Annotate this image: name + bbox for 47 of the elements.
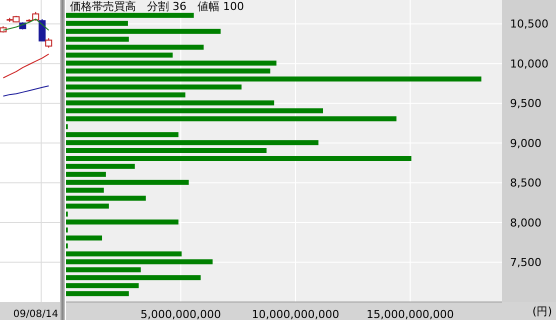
bar xyxy=(66,180,189,185)
bar xyxy=(66,267,141,272)
y-tick-label: 9,000 xyxy=(510,136,542,150)
chart-title: 価格帯売買高 分割 36 値幅 100 xyxy=(70,0,244,14)
bar xyxy=(66,132,178,138)
y-tick-label: 8,500 xyxy=(510,176,542,190)
bar xyxy=(66,275,201,280)
bar xyxy=(66,92,186,98)
candlestick xyxy=(45,38,52,48)
bar xyxy=(66,20,128,26)
y-tick-label: 8,000 xyxy=(510,216,542,230)
x-tick-label: 5,000,000,000 xyxy=(140,308,221,320)
bar xyxy=(66,100,274,106)
bar xyxy=(66,172,106,177)
x-tick-label: 10,000,000,000 xyxy=(252,308,340,320)
bar xyxy=(66,164,135,169)
bar xyxy=(66,84,242,90)
x-axis-title: (円) xyxy=(532,304,552,319)
y-tick-label: 10,500 xyxy=(510,18,548,31)
candlestick xyxy=(38,18,46,42)
bar xyxy=(66,12,194,18)
bar xyxy=(66,68,270,74)
bar xyxy=(66,188,104,193)
bar xyxy=(66,60,276,66)
y-tick-label: 10,000 xyxy=(510,57,548,70)
x-tick-label: 09/08/14 xyxy=(13,309,58,320)
bar xyxy=(66,44,204,50)
bar xyxy=(66,140,318,146)
y-tick-label: 9,500 xyxy=(510,97,542,110)
bar xyxy=(66,76,482,82)
bar xyxy=(66,108,324,114)
bar xyxy=(66,283,139,288)
bar xyxy=(66,28,221,34)
bar xyxy=(66,52,173,58)
y-tick-label: 7,500 xyxy=(510,256,542,270)
bar xyxy=(66,235,102,240)
bar xyxy=(66,259,213,264)
bar xyxy=(66,148,267,154)
bar xyxy=(66,291,129,296)
bar xyxy=(66,116,396,122)
bar xyxy=(66,36,129,42)
bar xyxy=(66,204,109,209)
bar xyxy=(66,251,182,256)
bar xyxy=(66,196,146,201)
bar xyxy=(66,156,412,161)
x-tick-label: 15,000,000,000 xyxy=(366,308,454,320)
bar xyxy=(66,220,178,225)
